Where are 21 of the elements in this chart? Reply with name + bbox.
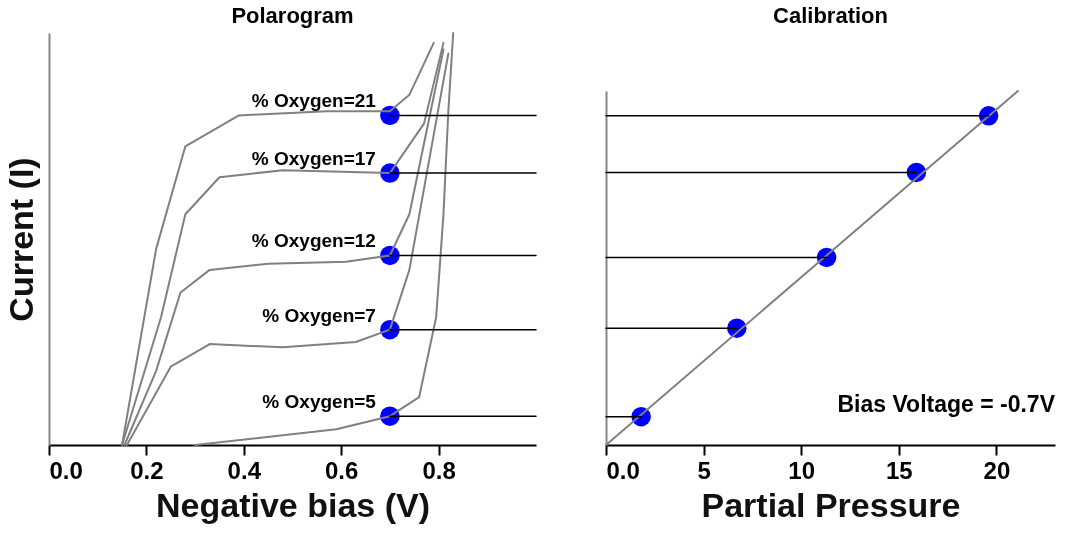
x-tick-label: 0.0 — [49, 456, 83, 484]
x-tick-label: 0.8 — [422, 456, 456, 484]
x-tick-label: 5 — [697, 456, 711, 484]
x-axis-title: Negative bias (V) — [156, 485, 430, 524]
series-label: % Oxygen=7 — [262, 304, 376, 326]
x-tick-label: 0.2 — [130, 456, 164, 484]
series-label: % Oxygen=17 — [251, 148, 376, 170]
y-axis-title: Current (I) — [1, 157, 40, 322]
series-label: % Oxygen=5 — [262, 391, 377, 413]
series-label: % Oxygen=12 — [251, 230, 376, 252]
x-tick-label: 20 — [983, 456, 1011, 484]
chart-title: Polarogram — [231, 3, 354, 28]
x-tick-label: 0.0 — [606, 456, 640, 484]
x-tick-label: 0.4 — [227, 456, 262, 484]
x-tick-label: 10 — [788, 456, 816, 484]
x-tick-label: 0.6 — [325, 456, 359, 484]
annotation: Bias Voltage = -0.7V — [837, 391, 1056, 417]
x-axis-title: Partial Pressure — [701, 485, 961, 524]
x-tick-label: 15 — [885, 456, 913, 484]
series-label: % Oxygen=21 — [251, 90, 377, 112]
chart-title: Calibration — [773, 3, 888, 28]
